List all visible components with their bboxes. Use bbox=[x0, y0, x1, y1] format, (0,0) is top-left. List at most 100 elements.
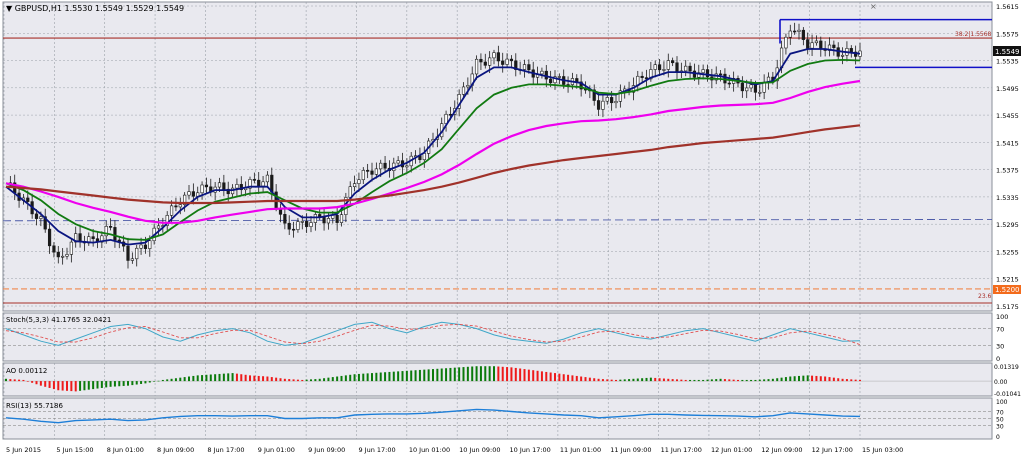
candle-body bbox=[740, 82, 744, 92]
ao-bar bbox=[57, 381, 60, 391]
ma-line-2 bbox=[5, 79, 861, 224]
ao-bar bbox=[344, 375, 347, 382]
time-tick-label: 8 Jun 17:00 bbox=[207, 446, 244, 454]
candle-body bbox=[697, 72, 701, 78]
symbol-label: ▼ GBPUSD,H1 1.5530 1.5549 1.5529 1.5549 bbox=[6, 4, 184, 13]
y-axis-labels: 1.5615 1.5575 1.5535 1.5495 1.5455 1.5415 1.53… bbox=[994, 3, 1021, 441]
ao-bar bbox=[83, 381, 86, 391]
candle-body bbox=[130, 258, 134, 261]
ao-bar bbox=[610, 379, 613, 382]
ao-bar bbox=[440, 368, 443, 382]
candle-body bbox=[688, 65, 692, 72]
ao-bar bbox=[118, 381, 121, 387]
ao-bar bbox=[658, 378, 661, 382]
ao-bar bbox=[850, 379, 853, 382]
candle-body bbox=[671, 60, 675, 64]
rsi-tick-label: 0 bbox=[996, 434, 1000, 441]
ao-label: AO 0.00112 bbox=[6, 367, 47, 375]
candle-body bbox=[540, 70, 544, 75]
candle-body bbox=[165, 215, 169, 226]
ao-bar bbox=[519, 368, 522, 382]
ao-bar bbox=[567, 374, 570, 382]
price-tick-label: 1.5335 bbox=[996, 194, 1019, 202]
ao-bar bbox=[501, 366, 504, 382]
candle-body bbox=[305, 221, 309, 227]
ao-bar bbox=[410, 370, 413, 382]
ao-bar bbox=[693, 379, 696, 382]
ao-bar bbox=[135, 381, 138, 385]
ao-bar bbox=[719, 378, 722, 382]
candle-body bbox=[483, 61, 487, 66]
ao-bar bbox=[362, 373, 365, 382]
ao-bar bbox=[841, 378, 844, 382]
ao-bar bbox=[109, 381, 112, 387]
ao-bar bbox=[375, 372, 378, 382]
ao-bar bbox=[192, 375, 195, 382]
ao-bar bbox=[750, 379, 753, 382]
ao-bar bbox=[580, 376, 583, 382]
ao-bar bbox=[235, 373, 238, 382]
ao-bar bbox=[628, 379, 631, 382]
ao-bar bbox=[379, 372, 382, 382]
candle-body bbox=[191, 191, 195, 197]
ao-bar bbox=[676, 379, 678, 382]
price-panel bbox=[2, 1, 993, 312]
ao-bar bbox=[161, 379, 164, 382]
ao-bar bbox=[819, 376, 822, 382]
ao-bar bbox=[737, 379, 739, 382]
ao-bar bbox=[388, 371, 391, 382]
ao-bar bbox=[179, 377, 182, 382]
candle-body bbox=[239, 184, 243, 191]
candle-body bbox=[126, 245, 130, 261]
candle-body bbox=[618, 90, 622, 102]
horizontal-levels bbox=[2, 18, 993, 304]
candle-body bbox=[527, 64, 531, 71]
ao-bar bbox=[636, 378, 639, 382]
candle-body bbox=[666, 60, 670, 70]
candle-body bbox=[662, 69, 666, 71]
ao-bar bbox=[148, 381, 151, 383]
candle-body bbox=[810, 42, 814, 49]
ao-bar bbox=[157, 380, 160, 382]
ao-bar bbox=[793, 376, 796, 382]
candle-body bbox=[69, 241, 73, 255]
ao-bar bbox=[484, 366, 487, 382]
ao-bar bbox=[771, 378, 774, 382]
ao-bar bbox=[593, 378, 596, 382]
ao-bar bbox=[318, 378, 321, 382]
ao-bar bbox=[327, 377, 330, 382]
ao-bar bbox=[710, 379, 713, 382]
ao-bar bbox=[689, 379, 692, 382]
candle-body bbox=[108, 225, 113, 228]
ao-bar bbox=[571, 375, 574, 382]
ao-bar bbox=[288, 379, 291, 382]
ao-bar bbox=[214, 374, 217, 382]
candle-body bbox=[684, 65, 688, 72]
ao-bar bbox=[366, 373, 369, 382]
ao-bar bbox=[462, 367, 465, 382]
candle-body bbox=[379, 162, 383, 170]
ao-bar bbox=[384, 372, 387, 382]
candle-body bbox=[174, 205, 178, 208]
close-icon[interactable]: × bbox=[870, 2, 877, 11]
ao-bar bbox=[684, 379, 687, 382]
candle-body bbox=[78, 233, 82, 242]
current-price-tag bbox=[993, 46, 1021, 56]
candle-body bbox=[396, 160, 400, 164]
trend-dashed-line bbox=[2, 218, 993, 222]
rsi-tick-label: 50 bbox=[996, 417, 1004, 424]
candle-body bbox=[235, 184, 239, 189]
rsi-panel bbox=[2, 397, 993, 440]
candle-body bbox=[479, 58, 483, 63]
ao-bar bbox=[144, 381, 147, 384]
time-tick-label: 12 Jun 17:00 bbox=[812, 446, 853, 454]
time-tick-label: 15 Jun 03:00 bbox=[862, 446, 903, 454]
ao-bar bbox=[527, 369, 530, 382]
ao-bar bbox=[31, 381, 34, 383]
ao-bar bbox=[188, 376, 190, 382]
ao-bar bbox=[436, 368, 439, 382]
candle-body bbox=[758, 91, 762, 94]
candle-body bbox=[745, 87, 749, 92]
ao-bar bbox=[52, 381, 55, 390]
ao-bar bbox=[811, 375, 814, 382]
